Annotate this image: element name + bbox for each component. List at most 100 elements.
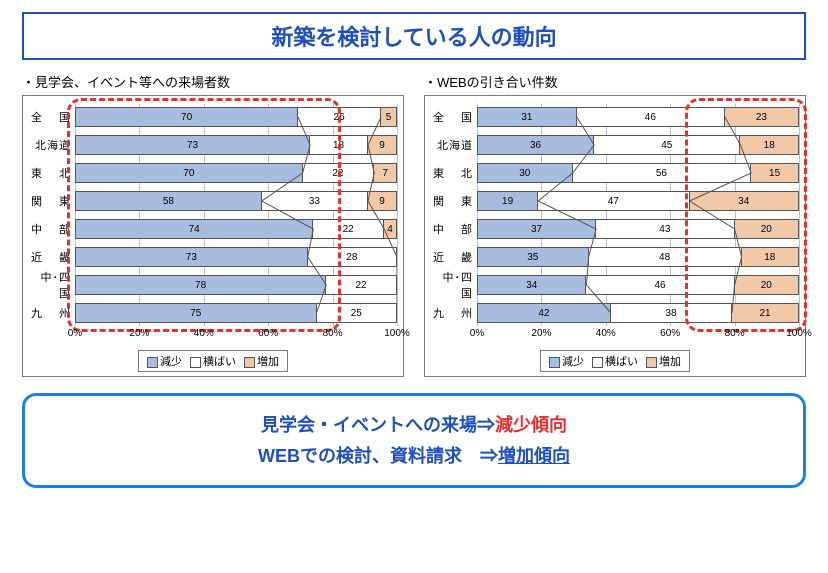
row-label: 北海道 [29,137,75,153]
axis-tick: 40% [194,328,214,339]
bar-segment: 75 [75,304,317,322]
row-label: 中･四国 [29,269,75,301]
axis-tick: 60% [258,328,278,339]
bar-segment: 73 [75,248,308,266]
bar-segment: 9 [368,136,397,154]
legend-item: 横ばい [592,353,638,369]
chart-row: 近 畿354818 [431,244,799,270]
bar-area: 7822 [75,275,397,295]
bar-area: 344620 [477,275,799,295]
row-label: 中 部 [431,221,477,237]
bar-segment: 22 [326,276,397,294]
row-label: 北海道 [431,137,477,153]
bar-segment: 35 [477,248,589,266]
chart-row: 関 東58339 [29,188,397,214]
row-label: 東 北 [29,165,75,181]
axis-tick: 80% [725,328,745,339]
chart-right-rows: 全 国314623北海道364518東 北305615関 東194734中 部3… [431,104,799,326]
bar-segment: 20 [735,276,799,294]
bar-segment: 37 [477,220,596,238]
chart-right-frame: 全 国314623北海道364518東 北305615関 東194734中 部3… [424,95,806,377]
summary-2-em: 増加傾向 [498,446,570,466]
chart-row: 北海道73189 [29,132,397,158]
bar-area: 70227 [75,163,397,183]
chart-right-block: ・WEBの引き合い件数 全 国314623北海道364518東 北305615関… [424,72,806,377]
row-label: 中 部 [29,221,75,237]
bar-segment: 22 [313,220,384,238]
row-label: 九 州 [431,305,477,321]
chart-row: 東 北305615 [431,160,799,186]
legend-item: 増加 [646,353,681,369]
bar-segment: 21 [732,304,799,322]
summary-1-pre: 見学会・イベントへの来場⇒ [261,415,495,435]
bar-segment: 36 [477,136,594,154]
bar-segment: 58 [75,192,262,210]
summary-2-pre: WEBでの検討、資料請求 ⇒ [258,446,498,466]
chart-row: 中･四国7822 [29,272,397,298]
bar-segment: 45 [594,136,740,154]
bar-area: 7328 [75,247,397,267]
chart-row: 関 東194734 [431,188,799,214]
chart-row: 中 部74224 [29,216,397,242]
bar-segment: 9 [368,192,397,210]
bar-segment: 43 [596,220,734,238]
chart-row: 東 北70227 [29,160,397,186]
bar-segment: 18 [742,248,799,266]
summary-line-2: WEBでの検討、資料請求 ⇒増加傾向 [45,441,783,472]
chart-row: 北海道364518 [431,132,799,158]
legend-item: 横ばい [190,353,236,369]
bar-segment: 74 [75,220,313,238]
row-label: 近 畿 [29,249,75,265]
legend-item: 減少 [549,353,584,369]
bar-area: 58339 [75,191,397,211]
row-label: 関 東 [29,193,75,209]
chart-right-legend: 減少横ばい増加 [540,350,690,372]
bar-segment: 46 [586,276,734,294]
legend-swatch [244,357,255,368]
row-label: 中･四国 [431,269,477,301]
row-label: 全 国 [431,109,477,125]
chart-left-subtitle: ・見学会、イベント等への来場者数 [22,72,404,91]
axis-tick: 20% [129,328,149,339]
chart-left-rows: 全 国70265北海道73189東 北70227関 東58339中 部74224… [29,104,397,326]
legend-swatch [147,357,158,368]
axis-tick: 60% [660,328,680,339]
legend-swatch [549,357,560,368]
bar-segment: 34 [690,192,799,210]
row-label: 全 国 [29,109,75,125]
charts-row: ・見学会、イベント等への来場者数 全 国70265北海道73189東 北7022… [22,72,806,377]
bar-area: 354818 [477,247,799,267]
bar-segment: 7 [374,164,397,182]
chart-row: 全 国314623 [431,104,799,130]
bar-segment: 70 [75,108,298,126]
bar-area: 194734 [477,191,799,211]
bar-area: 70265 [75,107,397,127]
axis-tick: 100% [384,328,410,339]
bar-segment: 31 [477,108,577,126]
axis-tick: 0% [470,328,484,339]
bar-segment: 46 [577,108,725,126]
bar-segment: 23 [725,108,799,126]
bar-area: 74224 [75,219,397,239]
bar-area: 364518 [477,135,799,155]
bar-area: 305615 [477,163,799,183]
legend-swatch [646,357,657,368]
bar-segment: 20 [735,220,799,238]
legend-swatch [190,357,201,368]
bar-segment: 26 [298,108,381,126]
page-title: 新築を検討している人の動向 [24,20,804,52]
row-label: 九 州 [29,305,75,321]
bar-segment: 73 [75,136,310,154]
legend-item: 減少 [147,353,182,369]
summary-line-1: 見学会・イベントへの来場⇒減少傾向 [45,410,783,441]
chart-row: 中･四国344620 [431,272,799,298]
chart-right-axis: 0%20%40%60%80%100% [477,328,799,344]
axis-tick: 40% [596,328,616,339]
bar-area: 314623 [477,107,799,127]
chart-row: 九 州7525 [29,300,397,326]
chart-left-block: ・見学会、イベント等への来場者数 全 国70265北海道73189東 北7022… [22,72,404,377]
bar-segment: 25 [317,304,398,322]
bar-segment: 18 [310,136,368,154]
bar-segment: 22 [303,164,375,182]
bar-segment: 4 [384,220,397,238]
